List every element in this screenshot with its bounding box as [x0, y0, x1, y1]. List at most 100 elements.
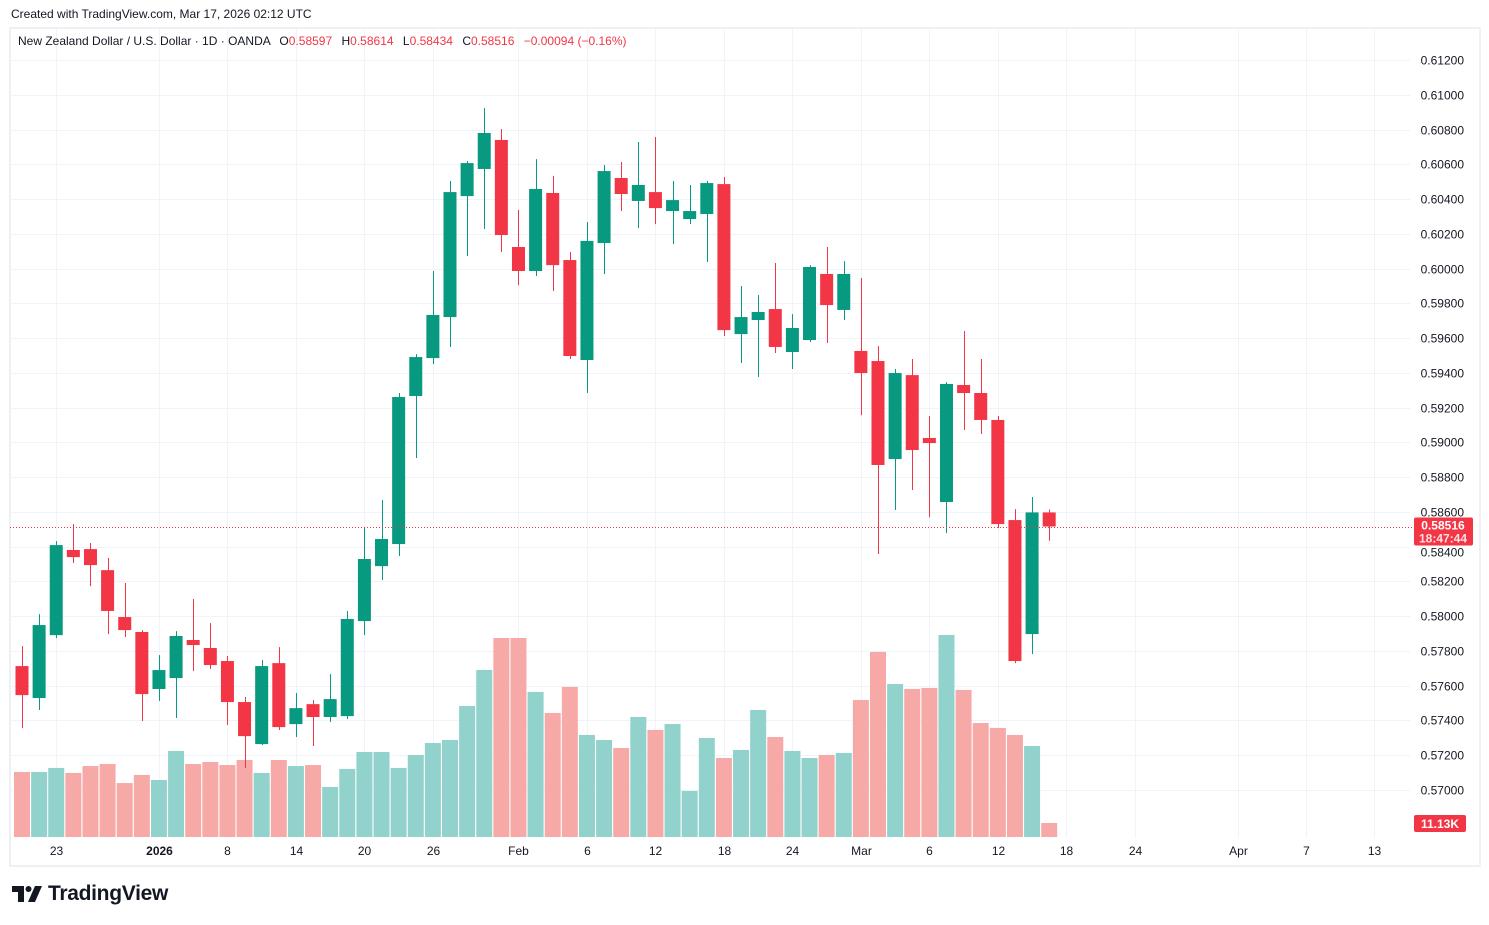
volume-bar — [887, 684, 904, 837]
grid-lines — [10, 29, 1410, 838]
volume-bar — [852, 700, 869, 837]
candle-body — [238, 702, 252, 737]
candle-body — [563, 260, 577, 356]
candle-body — [785, 328, 799, 352]
candle-body — [460, 163, 474, 197]
time-tick-label: 23 — [50, 844, 64, 858]
volume-bar — [767, 736, 784, 837]
candle-body — [717, 184, 731, 331]
candle-body — [494, 139, 508, 236]
candle — [186, 598, 200, 672]
volume-bar — [681, 790, 698, 837]
volume-bar — [1041, 822, 1058, 837]
high-label: H — [341, 34, 351, 48]
volume-bar — [921, 687, 938, 837]
candle — [700, 180, 714, 262]
volume-bar — [733, 749, 750, 837]
candle-body — [768, 309, 782, 347]
volume-bar — [630, 716, 647, 837]
volume-bar — [664, 724, 681, 837]
candle — [939, 382, 953, 534]
brand-name: TradingView — [48, 882, 169, 905]
candle-body — [66, 549, 80, 558]
time-tick-label: 24 — [786, 844, 800, 858]
candle — [169, 631, 183, 719]
chart-frame — [9, 27, 1481, 867]
price-tick-label: 0.60200 — [1421, 228, 1465, 242]
tradingview-logo[interactable]: TradingView — [12, 882, 168, 906]
volume-bar — [596, 740, 613, 837]
price-tick-label: 0.58600 — [1421, 506, 1465, 520]
high-value: 0.58614 — [350, 34, 394, 48]
volume-bar — [647, 729, 664, 837]
volume-bar — [116, 783, 133, 837]
candle — [203, 623, 217, 670]
candles — [15, 107, 1056, 769]
candle-body — [135, 632, 149, 695]
volume-bar — [287, 766, 304, 837]
price-tick-label: 0.60000 — [1421, 263, 1465, 277]
candle-body — [83, 549, 97, 566]
time-axis[interactable]: 23 2026 8 14 20 26 Feb 6 12 18 24 Mar 6 12 18 24 Apr 7 13 — [50, 844, 1382, 858]
candle — [631, 142, 645, 229]
candle-body — [375, 539, 389, 567]
time-tick-label: 6 — [926, 844, 933, 858]
candle-body — [546, 192, 560, 266]
close-value: 0.58516 — [471, 34, 515, 48]
candle — [871, 346, 885, 554]
candle-body — [289, 708, 303, 725]
candle — [511, 209, 525, 286]
candle — [580, 221, 594, 394]
candle-body — [974, 393, 988, 420]
candle — [734, 285, 748, 363]
volume-bar — [955, 689, 972, 837]
candle-body — [888, 373, 902, 460]
price-tick-label: 0.57400 — [1421, 714, 1465, 728]
candle-body — [409, 357, 423, 396]
candle-body — [32, 625, 46, 699]
candle-body — [939, 383, 953, 502]
volume-bar — [168, 750, 185, 837]
candle — [135, 630, 149, 721]
volume-bar — [972, 723, 989, 837]
candle-body — [101, 570, 115, 611]
candle — [392, 393, 406, 557]
candle — [648, 136, 662, 225]
price-tick-label: 0.57200 — [1421, 749, 1465, 763]
candle-body — [666, 200, 680, 212]
candle — [1008, 509, 1022, 664]
candle-body — [837, 273, 851, 310]
candle — [66, 524, 80, 564]
volume-bar — [270, 760, 287, 837]
candle-body — [477, 133, 491, 169]
candle-body — [306, 704, 320, 717]
time-tick-label: Feb — [508, 844, 529, 858]
candle — [922, 415, 936, 518]
volume-bar — [989, 727, 1006, 837]
last-price-label: 0.58516 — [1421, 519, 1465, 533]
time-tick-label: Apr — [1229, 844, 1248, 858]
price-tick-label: 0.59400 — [1421, 367, 1465, 381]
candle — [255, 659, 269, 745]
volume-bar — [698, 737, 715, 837]
candle — [152, 655, 166, 702]
candle — [83, 543, 97, 587]
candle — [426, 271, 440, 364]
volume-bar — [870, 651, 886, 837]
volume-bar — [784, 750, 801, 837]
candle-body — [803, 267, 817, 341]
candle-body — [220, 661, 234, 703]
volume-bar — [390, 767, 407, 837]
candle — [905, 358, 919, 491]
price-axis[interactable]: 0.61200 0.61000 0.60800 0.60600 0.60400 0.602… — [1421, 54, 1465, 798]
price-tick-label: 0.58400 — [1421, 546, 1465, 560]
candle-body — [255, 666, 269, 745]
close-label: C — [462, 34, 471, 48]
volume-bar — [442, 740, 458, 837]
candle — [101, 557, 115, 635]
candle — [340, 610, 354, 720]
candle-body — [426, 314, 440, 359]
price-tick-label: 0.59600 — [1421, 332, 1465, 346]
candle-body — [443, 192, 457, 318]
